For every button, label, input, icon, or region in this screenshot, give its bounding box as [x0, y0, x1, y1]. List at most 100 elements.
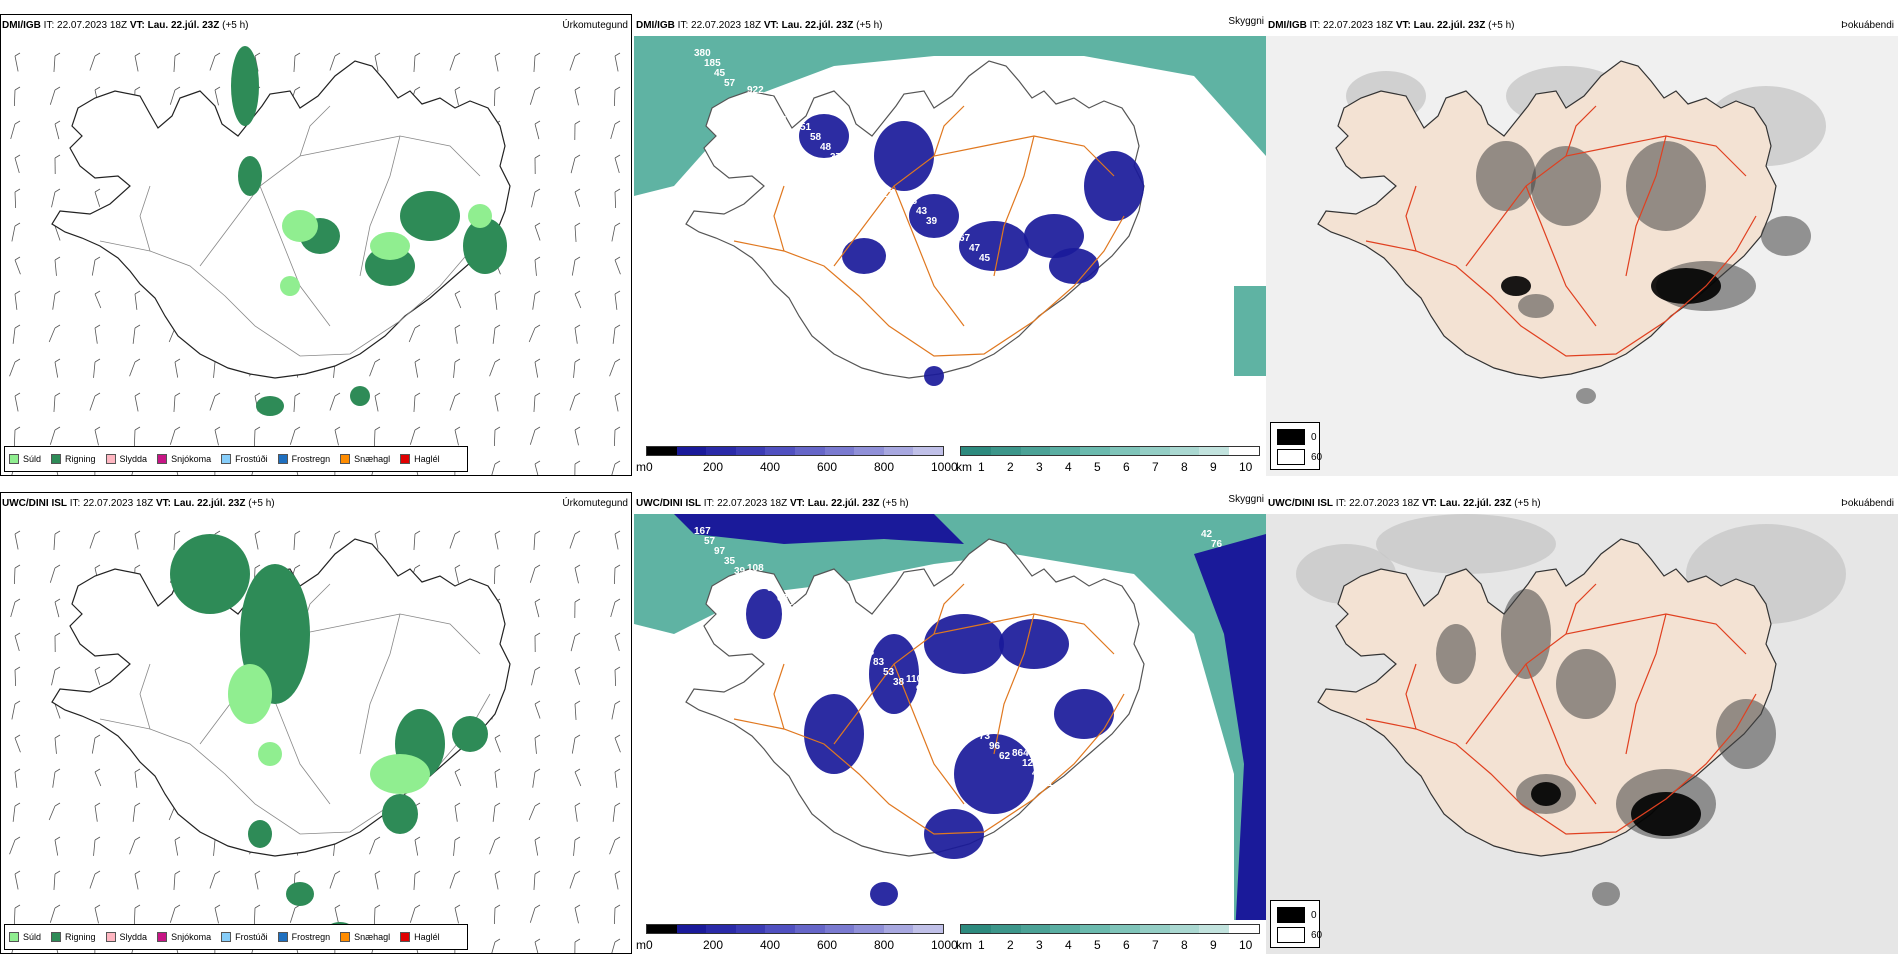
legend-swatch [106, 932, 116, 942]
legend-label: Haglél [414, 454, 440, 464]
precip-legend: Súld Rigning Slydda Snjókoma Frostúði Frostre… [4, 924, 468, 950]
legend-item: Frostúði [221, 932, 268, 942]
legend-swatch [278, 454, 288, 464]
fog-legend-item: 0 [1277, 907, 1317, 923]
map-svg [0, 36, 632, 476]
map-svg: 1671085343110207864121825357509265928612… [634, 514, 1266, 954]
panel-fog-uwc: UWC/DINI ISL IT: 22.07.2023 18Z VT: Lau.… [1266, 492, 1898, 954]
legend-label: Frostregn [292, 932, 331, 942]
legend-swatch [51, 454, 61, 464]
visibility-tick: 3 [1036, 460, 1043, 474]
visibility-label: 11 [777, 115, 788, 126]
legend-item: Súld [9, 932, 41, 942]
panel-title: Úrkomutegund [562, 20, 628, 31]
legend-label: Snjókoma [171, 932, 211, 942]
legend-swatch [106, 454, 116, 464]
elevation-tick: 0 [646, 460, 653, 474]
map-svg [0, 514, 632, 954]
legend-label: Slydda [120, 932, 148, 942]
visibility-tick: 6 [1123, 460, 1130, 474]
elevation-scale [646, 446, 944, 456]
legend-item: Snjókoma [157, 932, 211, 942]
visibility-scale [960, 924, 1260, 934]
legend-item: Slydda [106, 932, 148, 942]
fog-legend-label: 0 [1311, 432, 1317, 443]
fog-map [1266, 514, 1898, 954]
map-svg [1266, 514, 1898, 954]
visibility-label: 71 [1085, 327, 1097, 338]
legend-swatch [221, 932, 231, 942]
legend-swatch [157, 932, 167, 942]
legend-label: Snjókoma [171, 454, 211, 464]
fog-legend: 0 60 [1270, 900, 1320, 948]
visibility-tick: 1 [978, 460, 985, 474]
panel-header: DMI/IGB IT: 22.07.2023 18Z VT: Lau. 22.j… [636, 20, 883, 31]
visibility-tick: 5 [1094, 460, 1101, 474]
legend-label: Rigning [65, 454, 96, 464]
legend-label: Rigning [65, 932, 96, 942]
panel-title: Úrkomutegund [562, 498, 628, 509]
panel-header: DMI/IGB IT: 22.07.2023 18Z VT: Lau. 22.j… [1268, 20, 1515, 31]
visibility-label: 57 [724, 78, 736, 89]
legend-swatch [9, 454, 19, 464]
fog-legend-label: 60 [1311, 930, 1322, 941]
panel-precip-type-dmi: DMI/IGB IT: 22.07.2023 18Z VT: Lau. 22.j… [0, 14, 632, 476]
legend-label: Frostúði [235, 932, 268, 942]
elevation-tick: 200 [703, 460, 723, 474]
visibility-label: 45 [979, 253, 991, 264]
map-svg [1266, 36, 1898, 476]
visibility-tick: 9 [1210, 460, 1217, 474]
visibility-label: 51 [1052, 788, 1064, 799]
visibility-scale [960, 446, 1260, 456]
visibility-tick: 4 [1065, 460, 1072, 474]
visibility-label: 39 [926, 216, 938, 227]
legend-swatch [400, 454, 410, 464]
legend-label: Slydda [120, 454, 148, 464]
visibility-label: 83 [744, 576, 756, 587]
fog-legend-label: 0 [1311, 910, 1317, 921]
legend-item: Frostúði [221, 454, 268, 464]
fog-map [1266, 36, 1898, 476]
legend-label: Snæhagl [354, 454, 390, 464]
visibility-tick: 7 [1152, 460, 1159, 474]
panel-fog-dmi: DMI/IGB IT: 22.07.2023 18Z VT: Lau. 22.j… [1266, 14, 1898, 476]
fog-legend-swatch [1277, 927, 1305, 943]
visibility-label: 37 [830, 152, 842, 163]
visibility-label: 78 [1158, 862, 1170, 873]
legend-item: Rigning [51, 454, 96, 464]
visibility-label: 56 [787, 603, 799, 614]
legend-swatch [340, 454, 350, 464]
panel-title: Skyggni [1228, 494, 1264, 505]
fog-legend-label: 60 [1311, 452, 1322, 463]
legend-swatch [278, 932, 288, 942]
panel-header: UWC/DINI ISL IT: 22.07.2023 18Z VT: Lau.… [636, 498, 909, 509]
legend-item: Rigning [51, 932, 96, 942]
legend-label: Frostúði [235, 454, 268, 464]
visibility-tick: 10 [1239, 460, 1252, 474]
fog-legend-swatch [1277, 907, 1305, 923]
legend-swatch [9, 932, 19, 942]
visibility-tick: 8 [1181, 460, 1188, 474]
panel-precip-type-uwc: UWC/DINI ISL IT: 22.07.2023 18Z VT: Lau.… [0, 492, 632, 954]
legend-item: Haglél [400, 932, 440, 942]
elevation-tick: 1000 [931, 460, 958, 474]
fog-legend-item: 60 [1277, 449, 1322, 465]
panel-header: DMI/IGB IT: 22.07.2023 18Z VT: Lau. 22.j… [2, 20, 249, 31]
legend-item: Frostregn [278, 454, 331, 464]
legend-item: Snæhagl [340, 932, 390, 942]
visibility-label: 62 [999, 751, 1011, 762]
visibility-tick: 2 [1007, 460, 1014, 474]
legend-swatch [221, 454, 231, 464]
legend-label: Súld [23, 932, 41, 942]
precip-map [0, 514, 632, 954]
visibility-label: 60 [840, 640, 852, 651]
panel-visibility-uwc: UWC/DINI ISL IT: 22.07.2023 18Z VT: Lau.… [634, 492, 1266, 954]
visibility-label: 68 [1138, 364, 1150, 375]
panel-header: UWC/DINI ISL IT: 22.07.2023 18Z VT: Lau.… [1268, 498, 1541, 509]
legend-swatch [400, 932, 410, 942]
